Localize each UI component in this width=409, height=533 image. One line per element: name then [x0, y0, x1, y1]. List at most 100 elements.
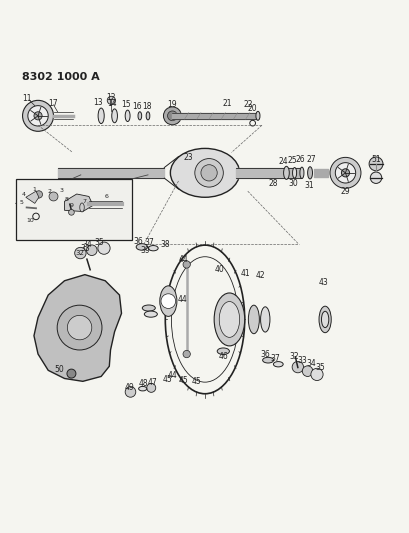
- Text: 15: 15: [121, 100, 130, 109]
- Text: 24: 24: [278, 157, 287, 166]
- Text: 50: 50: [54, 365, 64, 374]
- Text: 13: 13: [93, 98, 103, 107]
- Text: 44: 44: [168, 371, 177, 379]
- Text: 44: 44: [178, 255, 188, 264]
- Text: 7: 7: [83, 199, 87, 204]
- Text: 32: 32: [75, 250, 84, 256]
- Text: 37: 37: [144, 238, 154, 247]
- Text: 8: 8: [65, 197, 68, 202]
- Text: 39: 39: [140, 246, 150, 255]
- Circle shape: [74, 247, 86, 259]
- Ellipse shape: [170, 148, 239, 197]
- Circle shape: [57, 305, 102, 350]
- Text: 30: 30: [288, 179, 298, 188]
- Ellipse shape: [248, 305, 259, 334]
- Text: 33: 33: [297, 356, 307, 365]
- Text: 32: 32: [288, 352, 298, 361]
- Text: 23: 23: [184, 153, 193, 162]
- Text: 9: 9: [69, 203, 73, 208]
- Text: 34: 34: [82, 240, 92, 248]
- Circle shape: [68, 209, 74, 215]
- Text: 21: 21: [222, 99, 231, 108]
- Bar: [16, 179, 131, 240]
- Circle shape: [194, 159, 223, 187]
- Text: 22: 22: [243, 100, 253, 109]
- Circle shape: [86, 245, 97, 255]
- Text: 51: 51: [370, 155, 380, 164]
- Circle shape: [22, 100, 54, 131]
- Circle shape: [161, 294, 175, 309]
- Ellipse shape: [80, 203, 84, 212]
- Text: 11: 11: [22, 94, 32, 103]
- Ellipse shape: [321, 311, 328, 328]
- Ellipse shape: [136, 244, 147, 250]
- Ellipse shape: [144, 311, 157, 317]
- Ellipse shape: [125, 110, 130, 122]
- Text: 1: 1: [33, 187, 37, 192]
- Text: 36: 36: [259, 350, 269, 359]
- Ellipse shape: [146, 112, 149, 120]
- Text: 33: 33: [80, 244, 90, 253]
- Text: 28: 28: [268, 179, 277, 188]
- Text: 25: 25: [287, 156, 297, 165]
- Text: 29: 29: [340, 187, 349, 196]
- Text: 45: 45: [191, 377, 201, 386]
- Text: 43: 43: [317, 278, 327, 287]
- Text: 14: 14: [107, 99, 117, 108]
- Ellipse shape: [255, 111, 259, 120]
- Circle shape: [369, 172, 381, 183]
- Ellipse shape: [307, 167, 312, 179]
- Text: 49: 49: [124, 383, 134, 392]
- Circle shape: [98, 242, 110, 254]
- Circle shape: [107, 96, 115, 104]
- Circle shape: [292, 361, 303, 373]
- Ellipse shape: [262, 357, 273, 363]
- Circle shape: [167, 111, 177, 120]
- Circle shape: [182, 261, 190, 268]
- Ellipse shape: [148, 246, 158, 251]
- Circle shape: [200, 165, 217, 181]
- Text: 17: 17: [49, 99, 58, 108]
- Text: 4: 4: [21, 191, 25, 197]
- Text: 19: 19: [167, 100, 177, 109]
- Text: 5: 5: [20, 200, 24, 205]
- Ellipse shape: [318, 306, 330, 333]
- Text: 40: 40: [214, 265, 224, 274]
- Polygon shape: [26, 191, 39, 204]
- Text: 46: 46: [218, 352, 228, 361]
- Text: 41: 41: [240, 269, 250, 278]
- Text: 26: 26: [295, 155, 305, 164]
- Text: 2: 2: [47, 189, 51, 193]
- Circle shape: [329, 157, 360, 188]
- Circle shape: [182, 350, 190, 358]
- Text: 10: 10: [26, 218, 34, 223]
- Text: 6: 6: [104, 194, 108, 199]
- Text: 42: 42: [254, 271, 264, 280]
- Text: 45: 45: [178, 376, 188, 385]
- Ellipse shape: [283, 166, 289, 179]
- Text: 47: 47: [148, 378, 157, 387]
- Circle shape: [67, 316, 92, 340]
- Circle shape: [310, 368, 322, 381]
- Text: 45: 45: [163, 375, 173, 384]
- Text: 8302 1000 A: 8302 1000 A: [22, 72, 99, 82]
- Text: 36: 36: [133, 237, 142, 246]
- Circle shape: [368, 157, 382, 171]
- Ellipse shape: [98, 108, 104, 124]
- Circle shape: [67, 369, 76, 378]
- Text: 12: 12: [106, 93, 116, 102]
- Text: 38: 38: [160, 240, 169, 248]
- Text: 35: 35: [94, 238, 104, 247]
- Text: 48: 48: [138, 379, 148, 388]
- Ellipse shape: [160, 286, 176, 317]
- Ellipse shape: [138, 112, 142, 120]
- Text: 37: 37: [270, 354, 279, 364]
- Circle shape: [125, 386, 135, 397]
- Polygon shape: [64, 194, 93, 212]
- Circle shape: [35, 191, 43, 198]
- Ellipse shape: [138, 386, 146, 391]
- Text: 27: 27: [306, 155, 315, 164]
- Circle shape: [34, 112, 42, 120]
- Ellipse shape: [219, 302, 239, 337]
- Circle shape: [28, 106, 48, 126]
